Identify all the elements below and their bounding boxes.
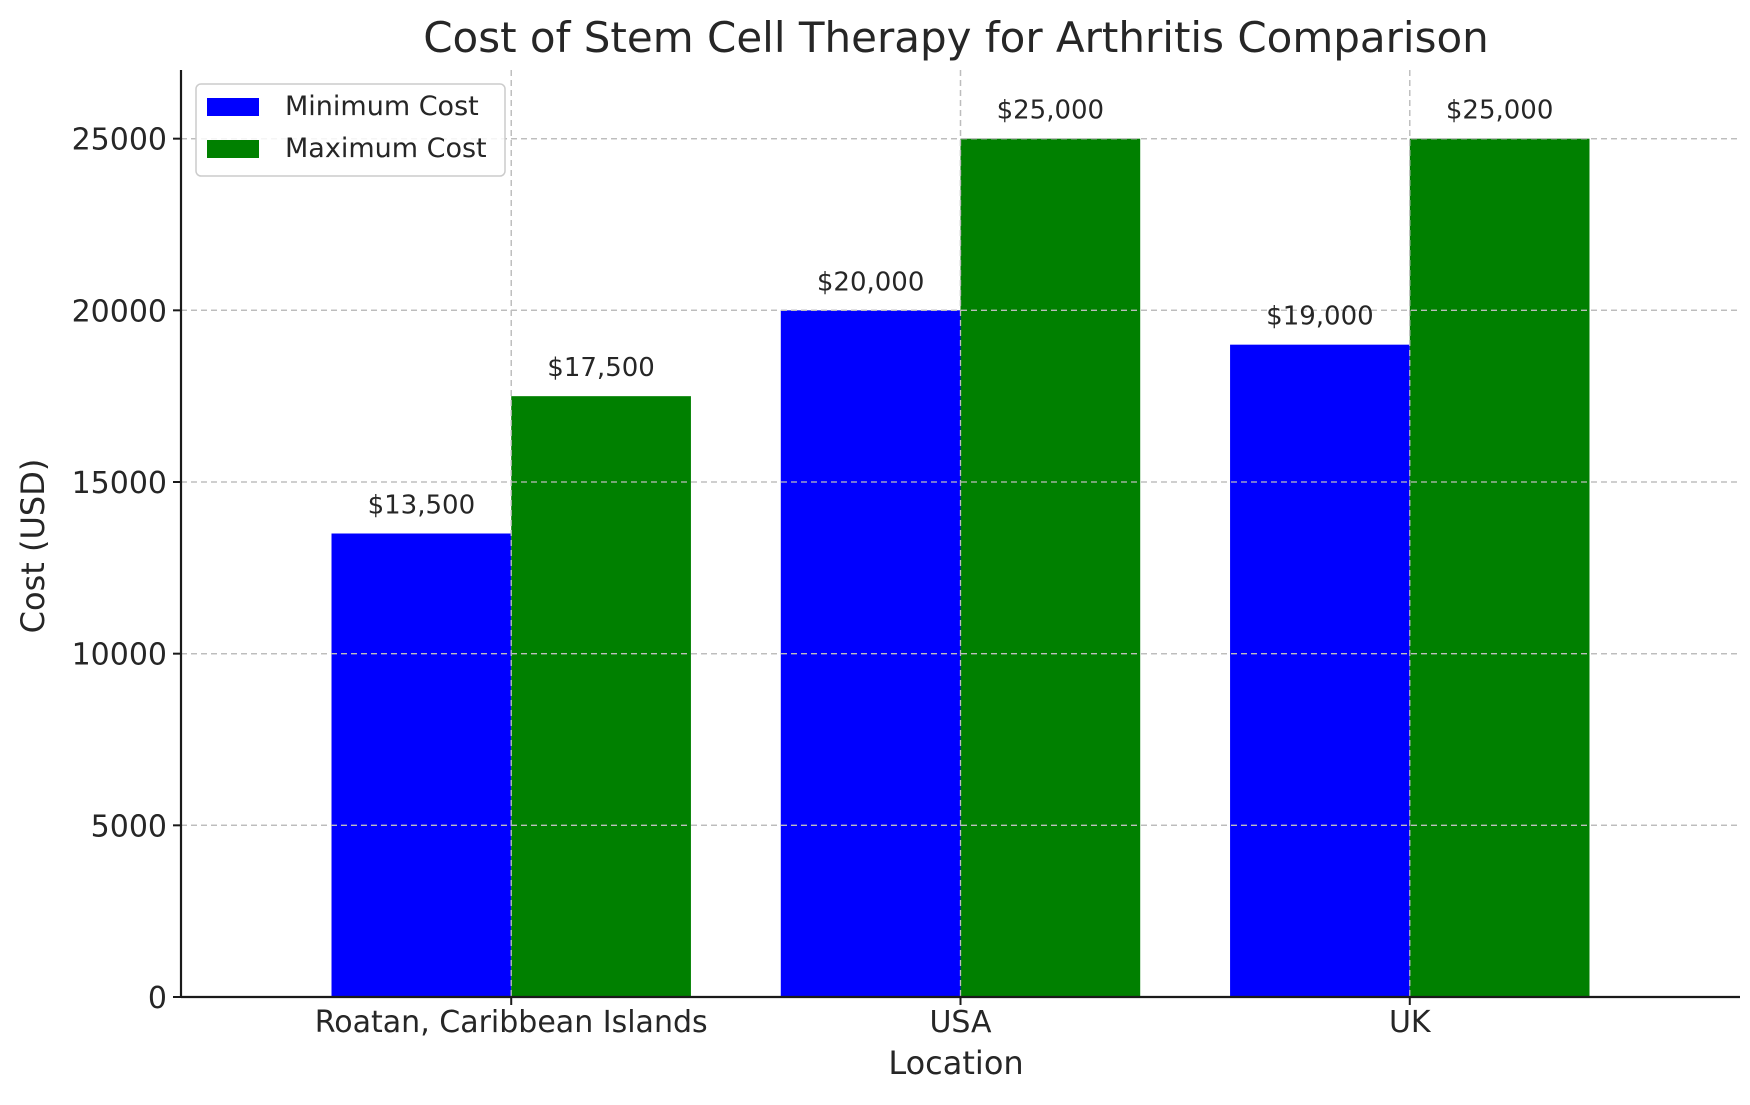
y-tick-label: 5000 (91, 809, 167, 844)
bar-value-label: $25,000 (1446, 96, 1554, 126)
y-tick-label: 10000 (72, 638, 167, 673)
bar-value-label: $19,000 (1266, 302, 1374, 332)
legend: Minimum Cost Maximum Cost (195, 83, 506, 177)
legend-label: Minimum Cost (285, 91, 479, 122)
x-tick-label: UK (1389, 1005, 1432, 1040)
chart-title: Cost of Stem Cell Therapy for Arthritis … (423, 13, 1489, 62)
bar-minimum-cost (331, 533, 512, 997)
y-tick-label: 25000 (72, 123, 167, 158)
legend-label: Maximum Cost (285, 133, 487, 164)
legend-swatch (207, 140, 259, 158)
data-labels: $13,500 $17,500 $20,000 $25,000 $19,000 $25,0… (368, 96, 1554, 521)
y-tick-label: 20000 (72, 294, 167, 329)
grid-lines-overlay (181, 70, 1740, 997)
x-tick-label: Roatan, Caribbean Islands (315, 1005, 708, 1040)
bar-value-label: $20,000 (817, 267, 925, 297)
bars (331, 138, 1590, 998)
bar-minimum-cost (780, 310, 961, 997)
y-axis-title: Cost (USD) (14, 459, 52, 634)
bar-value-label: $13,500 (368, 491, 476, 521)
x-tick-label: USA (929, 1005, 992, 1040)
bar-maximum-cost (1409, 138, 1590, 997)
x-axis-title: Location (888, 1044, 1023, 1082)
bar-maximum-cost (960, 138, 1141, 997)
y-tick-label: 15000 (72, 466, 167, 501)
bar-maximum-cost (511, 396, 691, 998)
y-tick-label: 0 (148, 981, 167, 1016)
axes: 0 5000 10000 15000 20000 25000 Roatan, Caribbe… (72, 70, 1740, 1040)
bar-value-label: $25,000 (997, 96, 1105, 126)
legend-box (195, 83, 506, 177)
bar-minimum-cost (1230, 344, 1410, 998)
legend-swatch (207, 98, 259, 116)
bar-value-label: $17,500 (547, 353, 655, 383)
